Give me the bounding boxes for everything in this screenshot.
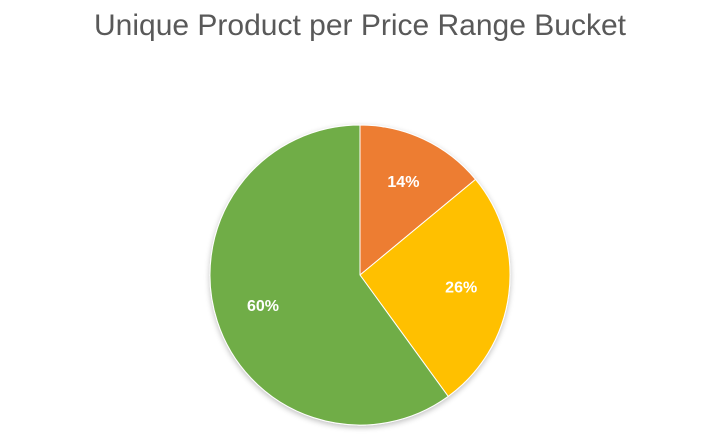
pie-data-label-2: 26% — [445, 279, 477, 296]
pie-slice-3 — [209, 124, 449, 426]
pie-slice-2 — [359, 178, 511, 398]
pie-slice-1 — [359, 124, 477, 277]
pie-data-label-3: 60% — [247, 298, 279, 315]
pie-data-label-1: 14% — [387, 174, 419, 191]
pie-slices — [209, 124, 511, 426]
pie-data-labels: 14% 26% 60% — [247, 174, 477, 315]
chart-title: Unique Product per Price Range Bucket — [94, 9, 626, 42]
